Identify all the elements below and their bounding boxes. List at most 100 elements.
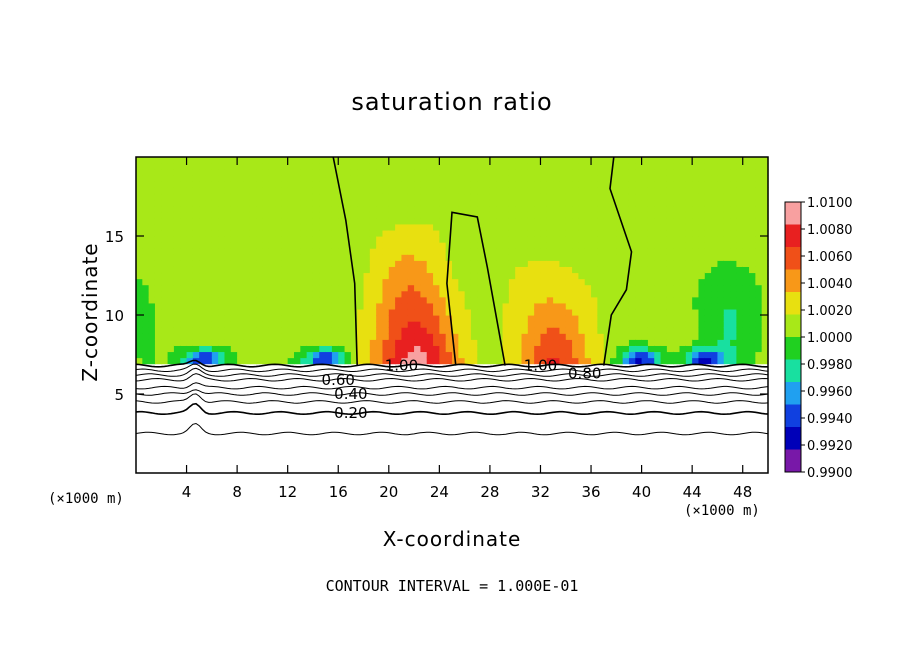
field-cell <box>464 339 472 346</box>
field-cell <box>420 181 428 188</box>
field-cell <box>256 290 263 298</box>
field-cell <box>736 229 744 237</box>
field-cell <box>546 199 554 207</box>
field-cell <box>243 333 251 340</box>
field-cell <box>363 278 371 286</box>
field-cell <box>426 272 434 280</box>
field-cell <box>262 157 270 164</box>
field-cell <box>401 211 409 219</box>
field-cell <box>679 296 687 304</box>
field-cell <box>287 242 295 249</box>
field-cell <box>306 290 314 298</box>
field-cell <box>540 308 548 316</box>
field-cell <box>540 181 548 188</box>
field-cell <box>369 290 377 298</box>
field-cell <box>572 248 579 255</box>
y-tick-label: 15 <box>105 228 124 246</box>
field-cell <box>559 266 567 274</box>
colorbar-label: 1.0020 <box>807 304 853 319</box>
field-cell <box>414 290 421 298</box>
field-cell <box>369 193 377 201</box>
field-cell <box>717 169 725 176</box>
field-cell <box>597 187 605 195</box>
field-cell <box>546 205 554 213</box>
field-cell <box>470 199 478 207</box>
field-cell <box>452 260 459 267</box>
field-cell <box>635 242 643 249</box>
field-cell <box>312 199 320 207</box>
field-cell <box>376 175 384 182</box>
field-cell <box>224 169 232 176</box>
field-cell <box>565 266 573 274</box>
field-cell <box>180 248 188 255</box>
field-cell <box>553 308 561 316</box>
field-cell <box>161 260 169 267</box>
field-cell <box>597 321 605 328</box>
field-cell <box>483 248 491 255</box>
field-cell <box>452 211 459 219</box>
field-cell <box>281 266 289 274</box>
field-cell <box>331 254 339 261</box>
field-cell <box>679 315 687 322</box>
field-cell <box>761 308 769 316</box>
field-cell <box>275 199 282 207</box>
field-cell <box>192 236 200 243</box>
field-cell <box>433 169 440 176</box>
field-cell <box>414 296 421 304</box>
field-cell <box>218 266 226 274</box>
field-cell <box>635 248 643 255</box>
field-cell <box>470 327 478 334</box>
field-cell <box>237 333 245 340</box>
field-cell <box>540 169 548 176</box>
field-cell <box>312 308 320 316</box>
field-cell <box>249 321 257 328</box>
field-cell <box>136 339 143 346</box>
field-cell <box>730 175 737 182</box>
field-cell <box>591 260 598 267</box>
field-cell <box>622 248 630 255</box>
field-cell <box>154 163 162 170</box>
field-cell <box>597 272 605 280</box>
field-cell <box>439 236 447 243</box>
field-cell <box>717 284 725 292</box>
field-cell <box>205 315 213 322</box>
field-cell <box>679 217 687 225</box>
field-cell <box>268 260 276 267</box>
field-cell <box>666 308 674 316</box>
field-cell <box>167 229 175 237</box>
field-cell <box>452 284 459 292</box>
field-cell <box>534 272 542 280</box>
field-cell <box>641 175 649 182</box>
field-cell <box>414 181 421 188</box>
field-cell <box>199 333 207 340</box>
field-cell <box>230 181 238 188</box>
field-cell <box>704 290 712 298</box>
field-cell <box>521 333 529 340</box>
field-cell <box>338 181 346 188</box>
field-cell <box>230 351 238 359</box>
field-cell <box>363 175 371 182</box>
field-cell <box>521 308 529 316</box>
field-cell <box>508 242 516 249</box>
field-cell <box>628 315 636 322</box>
field-cell <box>673 260 681 267</box>
field-cell <box>319 308 327 316</box>
field-cell <box>173 236 181 243</box>
field-cell <box>300 266 308 274</box>
field-cell <box>591 296 598 304</box>
field-cell <box>685 193 693 201</box>
field-cell <box>704 254 712 261</box>
field-cell <box>591 290 598 298</box>
field-cell <box>154 266 162 274</box>
field-cell <box>464 181 472 188</box>
field-cell <box>268 205 276 213</box>
field-cell <box>306 315 314 322</box>
field-cell <box>685 205 693 213</box>
field-cell <box>742 266 750 274</box>
field-cell <box>180 163 188 170</box>
field-cell <box>452 163 459 170</box>
field-cell <box>534 229 542 237</box>
field-cell <box>527 205 535 213</box>
field-cell <box>186 223 194 231</box>
field-cell <box>167 163 175 170</box>
